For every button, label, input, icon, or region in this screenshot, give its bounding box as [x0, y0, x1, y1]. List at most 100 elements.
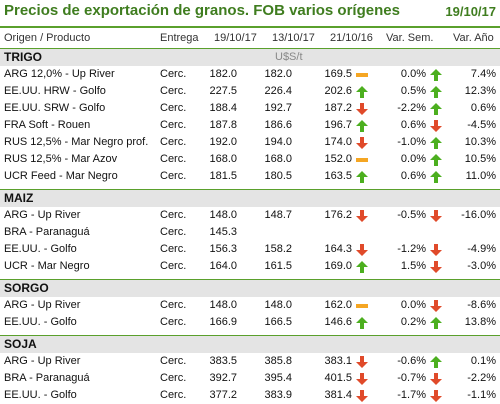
- price-prev-year-cell: 381.4: [324, 389, 352, 401]
- price-prev-year-cell: 162.0: [324, 299, 352, 311]
- price-prev-year-cell: 152.0: [324, 153, 352, 165]
- price-prev-year-cell: 169.0: [324, 260, 352, 272]
- section-name: MAIZ: [4, 191, 34, 205]
- section-header: TRIGO U$S/t: [0, 49, 500, 66]
- table-row: ARG - Up River Cerc. 148.0 148.7 176.2 -0.5% -…: [0, 207, 500, 224]
- arrow-down-icon: [430, 300, 442, 312]
- flat-dash-icon: [356, 154, 368, 166]
- price-prev-week-cell: 385.8: [264, 355, 292, 367]
- origin-cell: ARG - Up River: [4, 209, 81, 221]
- entrega-cell: Cerc.: [160, 260, 187, 272]
- price-prev-week-cell: 182.0: [264, 68, 292, 80]
- price-current-cell: 188.4: [209, 102, 237, 114]
- section-name: SOJA: [4, 337, 37, 351]
- table-row: BRA - Paranaguá Cerc. 145.3: [0, 224, 500, 241]
- header-date-3: 21/10/16: [330, 32, 373, 44]
- price-current-cell: 392.7: [209, 372, 237, 384]
- price-prev-week-cell: 166.5: [264, 316, 292, 328]
- var-anio-cell: -2.2%: [467, 372, 496, 384]
- var-sem-cell: -0.5%: [397, 209, 426, 221]
- entrega-cell: Cerc.: [160, 226, 187, 238]
- price-prev-year-cell: 383.1: [324, 355, 352, 367]
- arrow-up-icon: [430, 137, 442, 149]
- origin-cell: UCR Feed - Mar Negro: [4, 170, 118, 182]
- arrow-down-icon: [430, 390, 442, 402]
- var-anio-cell: 10.3%: [464, 136, 496, 148]
- origin-cell: ARG - Up River: [4, 355, 81, 367]
- table-row: EE.UU. HRW - Golfo Cerc. 227.5 226.4 202.6 0.…: [0, 83, 500, 100]
- price-prev-week-cell: 383.9: [264, 389, 292, 401]
- table-row: EE.UU. - Golfo Cerc. 377.2 383.9 381.4 -1.7% -…: [0, 387, 500, 404]
- price-prev-year-cell: 146.6: [324, 316, 352, 328]
- price-current-cell: 148.0: [209, 299, 237, 311]
- section-divider: [0, 335, 500, 336]
- origin-cell: BRA - Paranaguá: [4, 226, 90, 238]
- origin-cell: FRA Soft - Rouen: [4, 119, 91, 131]
- section-header: MAIZ: [0, 190, 500, 207]
- var-anio-cell: 0.6%: [470, 102, 496, 114]
- arrow-down-icon: [430, 244, 442, 256]
- var-sem-cell: 0.6%: [400, 170, 426, 182]
- origin-cell: EE.UU. SRW - Golfo: [4, 102, 106, 114]
- var-sem-cell: -2.2%: [397, 102, 426, 114]
- price-current-cell: 192.0: [209, 136, 237, 148]
- title-divider: [0, 26, 500, 28]
- var-anio-cell: -1.1%: [467, 389, 496, 401]
- price-current-cell: 145.3: [209, 226, 237, 238]
- entrega-cell: Cerc.: [160, 355, 187, 367]
- var-anio-cell: 12.3%: [464, 85, 496, 97]
- entrega-cell: Cerc.: [160, 153, 187, 165]
- entrega-cell: Cerc.: [160, 136, 187, 148]
- price-prev-year-cell: 164.3: [324, 243, 352, 255]
- var-anio-cell: -8.6%: [467, 299, 496, 311]
- arrow-up-icon: [430, 317, 442, 329]
- arrow-up-icon: [430, 103, 442, 115]
- section-header: SOJA: [0, 336, 500, 353]
- origin-cell: ARG 12,0% - Up River: [4, 68, 115, 80]
- origin-cell: EE.UU. HRW - Golfo: [4, 85, 106, 97]
- table-row: BRA - Paranaguá Cerc. 392.7 395.4 401.5 -0.7%…: [0, 370, 500, 387]
- arrow-down-icon: [356, 373, 368, 385]
- arrow-down-icon: [430, 261, 442, 273]
- unit-label: U$S/t: [275, 51, 303, 63]
- price-current-cell: 168.0: [209, 153, 237, 165]
- var-anio-cell: -3.0%: [467, 260, 496, 272]
- price-current-cell: 164.0: [209, 260, 237, 272]
- price-prev-year-cell: 176.2: [324, 209, 352, 221]
- var-sem-cell: 0.5%: [400, 85, 426, 97]
- arrow-up-icon: [430, 171, 442, 183]
- var-anio-cell: -4.5%: [467, 119, 496, 131]
- section-divider: [0, 279, 500, 280]
- price-prev-year-cell: 196.7: [324, 119, 352, 131]
- price-prev-year-cell: 163.5: [324, 170, 352, 182]
- table-row: UCR - Mar Negro Cerc. 164.0 161.5 169.0 1.5% -…: [0, 258, 500, 275]
- table-row: FRA Soft - Rouen Cerc. 187.8 186.6 196.7 0.6%…: [0, 117, 500, 134]
- arrow-down-icon: [430, 210, 442, 222]
- var-sem-cell: 0.0%: [400, 299, 426, 311]
- var-anio-cell: 11.0%: [465, 170, 496, 182]
- var-sem-cell: -1.2%: [397, 243, 426, 255]
- price-prev-week-cell: 395.4: [264, 372, 292, 384]
- entrega-cell: Cerc.: [160, 119, 187, 131]
- arrow-up-icon: [356, 120, 368, 132]
- price-prev-week-cell: 186.6: [264, 119, 292, 131]
- price-prev-week-cell: 192.7: [264, 102, 292, 114]
- price-prev-week-cell: 161.5: [264, 260, 292, 272]
- section-header: SORGO: [0, 280, 500, 297]
- header-date-2: 13/10/17: [272, 32, 315, 44]
- origin-cell: ARG - Up River: [4, 299, 81, 311]
- price-current-cell: 187.8: [209, 119, 237, 131]
- arrow-up-icon: [430, 69, 442, 81]
- var-anio-cell: 7.4%: [470, 68, 496, 80]
- entrega-cell: Cerc.: [160, 316, 187, 328]
- arrow-down-icon: [356, 210, 368, 222]
- price-prev-year-cell: 174.0: [324, 136, 352, 148]
- var-sem-cell: -1.0%: [397, 136, 426, 148]
- header-var-sem: Var. Sem.: [386, 32, 434, 44]
- price-current-cell: 383.5: [209, 355, 237, 367]
- price-prev-week-cell: 180.5: [264, 170, 292, 182]
- table-row: ARG - Up River Cerc. 383.5 385.8 383.1 -0.6% 0…: [0, 353, 500, 370]
- var-sem-cell: 0.2%: [400, 316, 426, 328]
- table-row: RUS 12,5% - Mar Negro prof. Cerc. 192.0 194…: [0, 134, 500, 151]
- table-row: ARG - Up River Cerc. 148.0 148.0 162.0 0.0% -8…: [0, 297, 500, 314]
